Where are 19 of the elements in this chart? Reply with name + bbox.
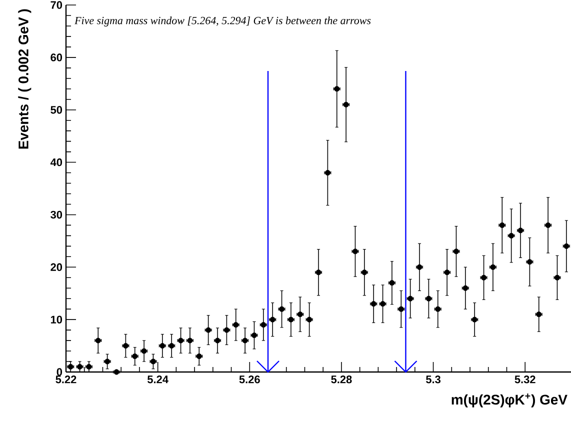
point: [114, 369, 120, 375]
x-tick-label: 5.32: [514, 376, 536, 384]
y-tick-label: 40: [50, 158, 62, 166]
x-axis-title: m(ψ(2S)φK$^{+}$) GeV: [452, 394, 568, 408]
y-tick-label: 70: [50, 1, 62, 9]
x-tick-label: 5.3: [426, 376, 441, 384]
y-tick-label: 30: [50, 210, 62, 219]
annotation: Five sigma mass window [5.264, 5.294] GeV is between the arrows: [74, 16, 371, 26]
x-tick-label: 5.24: [148, 376, 168, 384]
point: [68, 364, 74, 370]
x-tick-label: 5.26: [239, 376, 260, 384]
y-tick-label: 50: [50, 106, 62, 114]
y-tick-label: 60: [50, 54, 62, 62]
y-tick-label: 10: [50, 316, 62, 324]
y-axis-title: Events / ( 0.002 GeV ): [18, 9, 32, 149]
x-tick-label: 5.28: [331, 376, 352, 384]
y-tick-label: 20: [50, 263, 62, 272]
y-tick-label: 0: [56, 368, 62, 376]
x-tick-label: 5.22: [56, 376, 76, 384]
